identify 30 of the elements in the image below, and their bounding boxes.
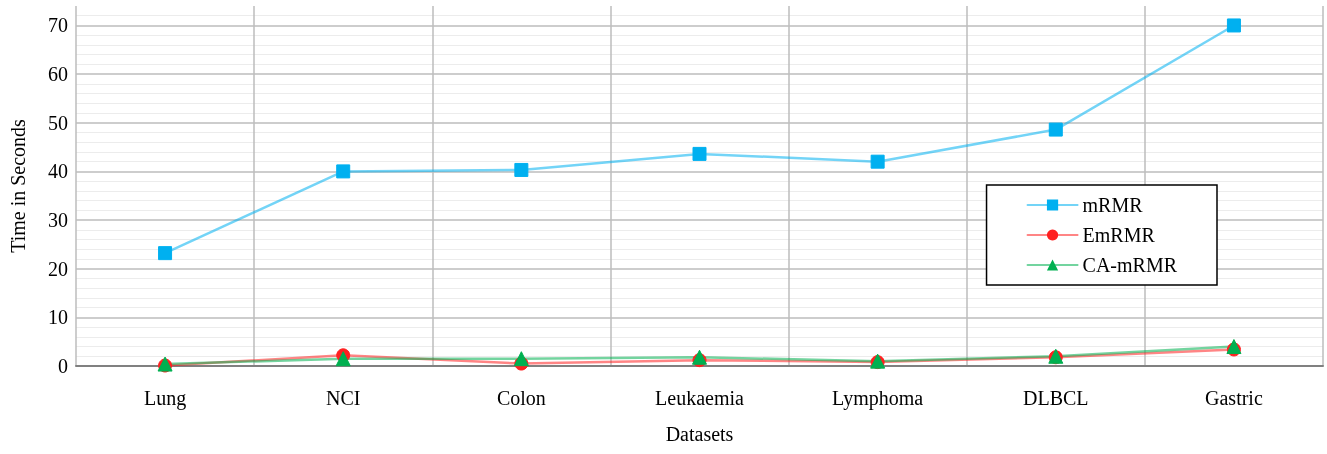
point (692, 146, 707, 161)
legend-label: EmRMR (1082, 224, 1156, 246)
point (336, 164, 351, 179)
y-tick-label: 50 (48, 111, 68, 134)
y-axis-title: Time in Seconds (7, 118, 29, 253)
point (1048, 122, 1063, 137)
x-tick-label: NCI (325, 387, 361, 409)
y-tick-label: 30 (48, 209, 68, 232)
x-tick-label: Lung (143, 387, 187, 410)
y-tick-label: 40 (48, 160, 68, 183)
y-tick-label: 0 (58, 355, 68, 377)
x-tick-label: Leukaemia (655, 387, 745, 409)
point (335, 351, 351, 367)
point (692, 349, 707, 365)
y-tick-label: 70 (48, 14, 68, 37)
x-tick-label: Gastric (1205, 387, 1263, 409)
x-axis-title: Datasets (665, 423, 734, 445)
point (1226, 18, 1241, 33)
y-tick-label: 60 (48, 63, 68, 86)
y-tick-label: 10 (48, 306, 68, 329)
x-tick-label: Lymphoma (832, 387, 924, 410)
legend-label: mRMR (1082, 194, 1144, 216)
x-tick-label: Colon (496, 387, 546, 409)
legend-label: CA-mRMR (1082, 254, 1178, 276)
point (514, 162, 529, 177)
x-tick-label: DLBCL (1023, 387, 1089, 409)
y-tick-label: 20 (48, 257, 68, 280)
point (513, 351, 529, 367)
point (870, 154, 885, 169)
point (158, 246, 173, 261)
